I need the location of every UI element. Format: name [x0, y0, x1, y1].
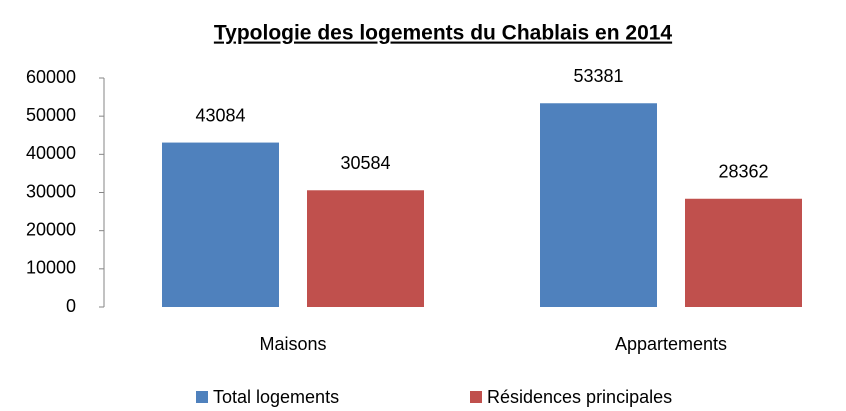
legend-label: Résidences principales	[487, 387, 672, 407]
data-label: 53381	[573, 66, 623, 86]
y-tick-label: 20000	[26, 219, 76, 239]
y-tick-label: 60000	[26, 67, 76, 87]
legend-swatch	[196, 391, 208, 403]
x-tick-label: Maisons	[259, 334, 326, 354]
chart-title: Typologie des logements du Chablais en 2…	[214, 22, 673, 45]
data-label: 30584	[340, 153, 390, 173]
bar	[540, 103, 657, 308]
y-tick-label: 10000	[26, 258, 76, 278]
y-tick-label: 50000	[26, 105, 76, 125]
legend-swatch	[470, 391, 482, 403]
legend-label: Total logements	[213, 387, 339, 407]
y-tick-label: 30000	[26, 181, 76, 201]
bar	[162, 142, 279, 307]
bar	[307, 190, 424, 307]
y-tick-label: 0	[66, 296, 76, 316]
bar	[685, 198, 802, 307]
y-tick-label: 40000	[26, 143, 76, 163]
data-label: 43084	[195, 105, 245, 125]
x-tick-label: Appartements	[615, 334, 727, 354]
data-label: 28362	[718, 162, 768, 182]
